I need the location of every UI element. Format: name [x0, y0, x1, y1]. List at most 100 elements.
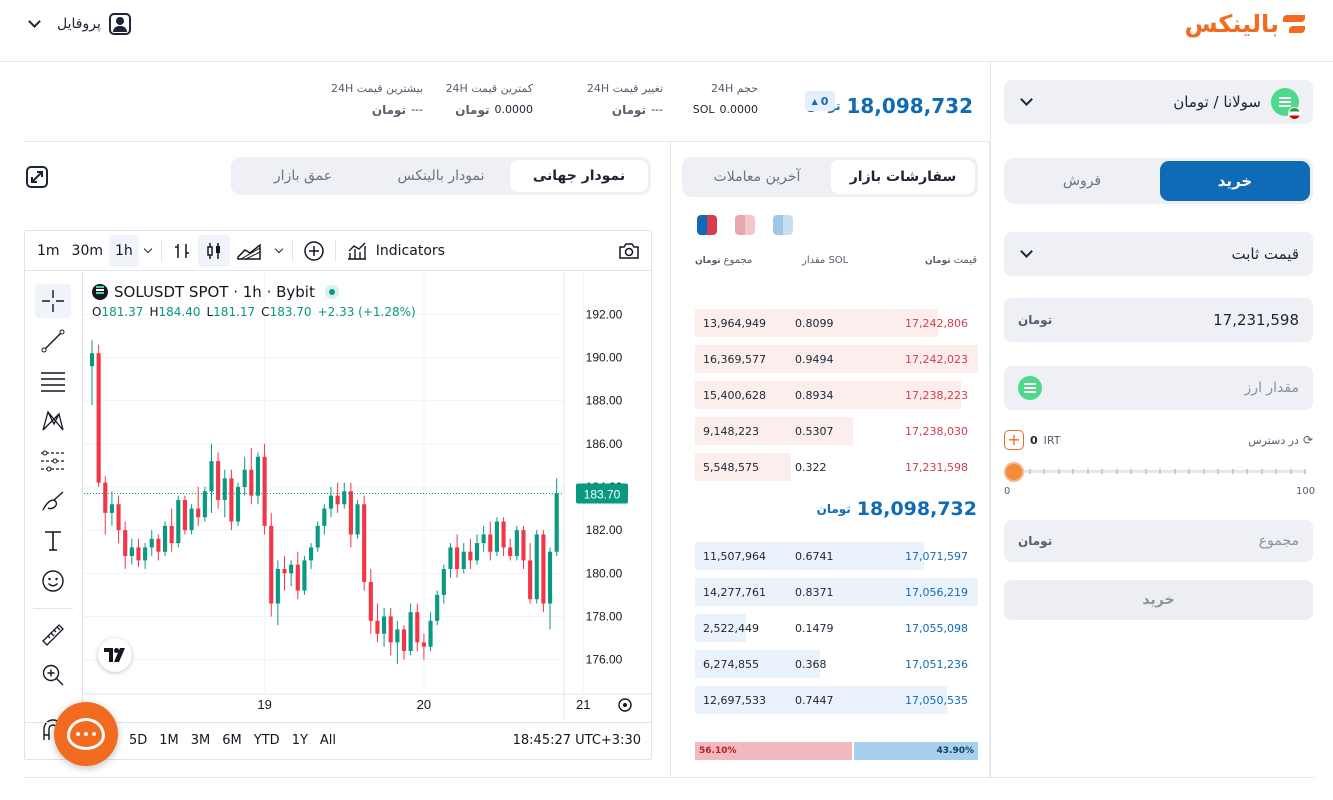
buy-tab[interactable]: خرید — [1160, 161, 1310, 201]
candle — [242, 456, 247, 496]
y-tick-label: 188.00 — [586, 394, 623, 408]
candle — [229, 469, 234, 531]
forecast-icon[interactable] — [35, 444, 71, 478]
tradingview-logo-icon[interactable] — [98, 638, 132, 672]
view-bids-icon[interactable] — [773, 215, 793, 235]
chart-clock[interactable]: 18:45:27 UTC+3:30 — [512, 733, 641, 748]
candle — [255, 452, 261, 505]
divider — [160, 239, 162, 262]
bid-row[interactable]: 17,055,098 0.1479 2,522,449 — [695, 614, 978, 642]
interval-1m[interactable]: 1m — [37, 242, 60, 259]
indicators-button[interactable]: Indicators — [340, 235, 451, 267]
profile-menu[interactable]: پروفایل — [28, 12, 131, 36]
candle-body — [388, 616, 393, 643]
candle-body — [202, 491, 207, 518]
range-6m[interactable]: 6M — [222, 733, 242, 748]
interval-1h[interactable]: 1h — [109, 234, 139, 267]
amount-input[interactable]: مقدار ارز — [1004, 366, 1313, 410]
refresh-icon[interactable]: ⟳ — [1302, 433, 1313, 447]
candle — [534, 530, 539, 604]
candle — [129, 538, 134, 565]
ask-row[interactable]: 17,242,806 0.8099 13,964,949 — [695, 309, 978, 337]
candle — [282, 556, 287, 591]
range-all[interactable]: All — [319, 733, 337, 748]
candle-body — [116, 504, 121, 531]
bar-chart-type-icon[interactable] — [166, 235, 198, 267]
up-triangle-icon: ▲ — [811, 96, 818, 106]
pair-selector[interactable]: سولانا / تومان — [1004, 80, 1313, 124]
range-1y[interactable]: 1Y — [291, 733, 308, 748]
candle-body — [494, 521, 499, 552]
magnet-icon[interactable] — [40, 718, 66, 742]
view-asks-icon[interactable] — [735, 215, 755, 235]
crosshair-icon[interactable] — [35, 284, 71, 318]
x-tick-label: 20 — [417, 697, 431, 712]
range-ytd[interactable]: YTD — [253, 733, 280, 748]
candle — [89, 340, 95, 405]
text-tool-icon[interactable] — [35, 524, 71, 558]
support-chat-button[interactable] — [54, 702, 118, 766]
candle — [368, 569, 373, 634]
view-both-icon[interactable] — [697, 215, 717, 235]
order-type-select[interactable]: قیمت ثابت — [1004, 232, 1313, 276]
top-header — [0, 0, 1333, 62]
compare-plus-icon[interactable] — [297, 235, 331, 267]
deposit-plus-button[interactable]: + — [1004, 430, 1024, 450]
ruler-icon[interactable] — [35, 618, 71, 652]
market-open-icon — [324, 285, 339, 299]
bid-row[interactable]: 17,071,597 0.6741 11,507,964 — [695, 542, 978, 570]
tab-global-chart[interactable]: نمودار جهانی — [510, 160, 648, 192]
bid-row[interactable]: 17,051,236 0.368 6,274,855 — [695, 650, 978, 678]
stat-value: --- — [651, 103, 663, 116]
ask-total: 16,369,577 — [703, 353, 766, 366]
ask-row[interactable]: 17,238,223 0.8934 15,400,628 — [695, 381, 978, 409]
zoom-in-icon[interactable] — [35, 658, 71, 692]
logo[interactable]: بالینکس — [1184, 6, 1305, 42]
fib-lines-icon[interactable] — [35, 364, 71, 398]
area-chart-type-icon[interactable] — [230, 235, 270, 267]
submit-buy-button[interactable]: خرید — [1004, 580, 1313, 620]
tab-balinex-chart[interactable]: نمودار بالینکس — [397, 168, 485, 184]
toman-unit: تومان — [1018, 534, 1053, 548]
range-3m[interactable]: 3M — [190, 733, 211, 748]
slider-tick — [1231, 469, 1234, 474]
ask-row[interactable]: 17,242,023 0.9494 16,369,577 — [695, 345, 978, 373]
total-input[interactable]: مجموع تومان — [1004, 520, 1313, 562]
amount-slider[interactable] — [1004, 462, 1306, 482]
ask-row[interactable]: 17,231,598 0.322 5,548,575 — [695, 453, 978, 481]
candle — [448, 543, 453, 578]
slider-handle[interactable] — [1004, 462, 1024, 482]
tab-market-orders[interactable]: سفارشات بازار — [831, 160, 975, 194]
bid-amount: 0.7447 — [795, 694, 834, 707]
sell-tab[interactable]: فروش — [1062, 173, 1102, 189]
bid-row[interactable]: 17,050,535 0.7447 12,697,533 — [695, 686, 978, 714]
tab-last-trades[interactable]: آخرین معاملات — [713, 169, 801, 185]
brush-icon[interactable] — [35, 484, 71, 518]
camera-icon[interactable] — [611, 235, 647, 267]
candlestick-chart[interactable]: 192.00190.00188.00186.00184.00182.00180.… — [84, 272, 651, 720]
candle — [481, 525, 486, 552]
candle — [196, 487, 201, 526]
range-1m[interactable]: 1M — [159, 733, 179, 748]
price-input[interactable]: 17,231,598 تومان — [1004, 298, 1313, 342]
emoji-icon[interactable] — [35, 564, 71, 598]
ask-depth-bar — [695, 345, 978, 373]
bid-row[interactable]: 17,056,219 0.8371 14,277,761 — [695, 578, 978, 606]
candles-chart-type-icon[interactable] — [197, 234, 230, 267]
interval-dropdown[interactable] — [139, 235, 157, 267]
chart-type-dropdown[interactable] — [270, 235, 288, 267]
ask-row[interactable]: 17,238,030 0.5307 9,148,223 — [695, 417, 978, 445]
interval-30m[interactable]: 30m — [71, 242, 103, 259]
tab-market-depth[interactable]: عمق بازار — [273, 168, 333, 184]
profile-label: پروفایل — [57, 16, 101, 32]
change-value: +2.33 (+1.28%) — [317, 305, 416, 319]
candle-body — [189, 508, 194, 531]
range-5d[interactable]: 5D — [129, 733, 148, 748]
chevron-down-icon — [274, 244, 284, 254]
expand-icon[interactable] — [26, 166, 48, 188]
slider-track[interactable] — [1012, 470, 1305, 473]
candle — [388, 607, 393, 656]
trend-line-icon[interactable] — [35, 324, 71, 358]
pattern-icon[interactable] — [35, 404, 71, 438]
candle-body — [182, 499, 187, 531]
